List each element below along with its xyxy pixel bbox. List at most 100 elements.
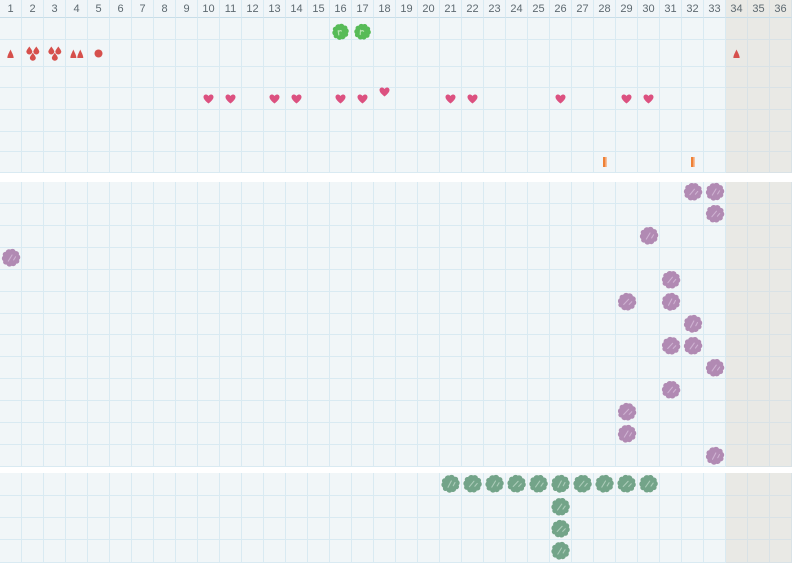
grid-cell[interactable]	[242, 67, 264, 88]
grid-cell[interactable]	[264, 203, 286, 226]
grid-cell[interactable]	[44, 357, 66, 380]
grid-cell[interactable]	[748, 18, 770, 40]
grid-cell[interactable]	[506, 313, 528, 336]
grid-cell[interactable]	[286, 423, 308, 446]
grid-cell[interactable]	[550, 88, 572, 110]
grid-cell[interactable]	[242, 401, 264, 424]
grid-cell[interactable]	[220, 496, 242, 518]
grid-cell[interactable]	[110, 18, 132, 40]
grid-cell[interactable]	[770, 203, 792, 226]
grid-cell[interactable]	[44, 291, 66, 314]
grid-cell[interactable]	[0, 335, 22, 358]
grid-cell[interactable]	[594, 247, 616, 270]
grid-cell[interactable]	[374, 291, 396, 314]
grid-cell[interactable]	[396, 269, 418, 292]
grid-cell[interactable]	[462, 152, 484, 173]
grid-cell[interactable]	[198, 67, 220, 88]
grid-cell[interactable]	[154, 18, 176, 40]
grid-cell[interactable]	[44, 313, 66, 336]
grid-cell[interactable]	[110, 67, 132, 88]
grid-cell[interactable]	[220, 88, 242, 110]
grid-cell[interactable]	[330, 291, 352, 314]
grid-cell[interactable]	[88, 540, 110, 563]
grid-cell[interactable]	[638, 473, 660, 496]
grid-cell[interactable]	[374, 269, 396, 292]
grid-cell[interactable]	[704, 313, 726, 336]
grid-cell[interactable]	[176, 445, 198, 467]
grid-cell[interactable]	[132, 132, 154, 152]
grid-cell[interactable]	[0, 182, 22, 204]
grid-cell[interactable]	[462, 247, 484, 270]
grid-cell[interactable]	[88, 88, 110, 110]
grid-cell[interactable]	[176, 67, 198, 88]
grid-cell[interactable]	[66, 152, 88, 173]
grid-cell[interactable]	[770, 423, 792, 446]
grid-cell[interactable]	[638, 40, 660, 67]
grid-cell[interactable]	[110, 40, 132, 67]
grid-cell[interactable]	[594, 401, 616, 424]
grid-cell[interactable]	[176, 335, 198, 358]
grid-cell[interactable]	[594, 379, 616, 402]
grid-cell[interactable]	[770, 496, 792, 518]
grid-cell[interactable]	[660, 423, 682, 446]
grid-cell[interactable]	[198, 132, 220, 152]
grid-cell[interactable]	[440, 203, 462, 226]
grid-cell[interactable]	[748, 247, 770, 270]
grid-cell[interactable]	[330, 182, 352, 204]
grid-cell[interactable]	[308, 88, 330, 110]
grid-cell[interactable]	[88, 496, 110, 518]
grid-cell[interactable]	[638, 132, 660, 152]
grid-cell[interactable]	[638, 269, 660, 292]
grid-cell[interactable]	[88, 335, 110, 358]
grid-cell[interactable]	[0, 401, 22, 424]
grid-cell[interactable]	[44, 335, 66, 358]
grid-cell[interactable]	[660, 473, 682, 496]
grid-cell[interactable]	[220, 291, 242, 314]
grid-cell[interactable]	[132, 203, 154, 226]
grid-cell[interactable]	[308, 423, 330, 446]
grid-cell[interactable]	[748, 88, 770, 110]
grid-cell[interactable]	[198, 247, 220, 270]
grid-cell[interactable]	[286, 379, 308, 402]
grid-cell[interactable]	[110, 269, 132, 292]
grid-cell[interactable]	[330, 518, 352, 540]
grid-cell[interactable]	[132, 88, 154, 110]
grid-cell[interactable]	[22, 67, 44, 88]
grid-cell[interactable]	[616, 518, 638, 540]
grid-cell[interactable]	[572, 67, 594, 88]
grid-cell[interactable]	[594, 291, 616, 314]
grid-cell[interactable]	[352, 518, 374, 540]
grid-cell[interactable]	[616, 247, 638, 270]
grid-cell[interactable]	[616, 40, 638, 67]
grid-cell[interactable]	[572, 357, 594, 380]
grid-cell[interactable]	[66, 269, 88, 292]
grid-cell[interactable]	[528, 335, 550, 358]
grid-cell[interactable]	[330, 18, 352, 40]
grid-cell[interactable]	[616, 335, 638, 358]
grid-cell[interactable]	[286, 291, 308, 314]
grid-cell[interactable]	[308, 473, 330, 496]
grid-cell[interactable]	[198, 291, 220, 314]
grid-cell[interactable]	[638, 445, 660, 467]
grid-cell[interactable]	[660, 540, 682, 563]
grid-cell[interactable]	[770, 540, 792, 563]
grid-cell[interactable]	[704, 496, 726, 518]
grid-cell[interactable]	[110, 473, 132, 496]
grid-cell[interactable]	[264, 152, 286, 173]
grid-cell[interactable]	[374, 357, 396, 380]
grid-cell[interactable]	[176, 401, 198, 424]
grid-cell[interactable]	[154, 518, 176, 540]
grid-cell[interactable]	[198, 110, 220, 132]
grid-cell[interactable]	[22, 379, 44, 402]
grid-cell[interactable]	[704, 67, 726, 88]
grid-cell[interactable]	[176, 540, 198, 563]
grid-cell[interactable]	[440, 335, 462, 358]
grid-cell[interactable]	[396, 401, 418, 424]
grid-cell[interactable]	[110, 423, 132, 446]
grid-cell[interactable]	[176, 518, 198, 540]
grid-cell[interactable]	[264, 496, 286, 518]
grid-cell[interactable]	[550, 445, 572, 467]
grid-cell[interactable]	[44, 473, 66, 496]
grid-cell[interactable]	[132, 152, 154, 173]
grid-cell[interactable]	[726, 291, 748, 314]
